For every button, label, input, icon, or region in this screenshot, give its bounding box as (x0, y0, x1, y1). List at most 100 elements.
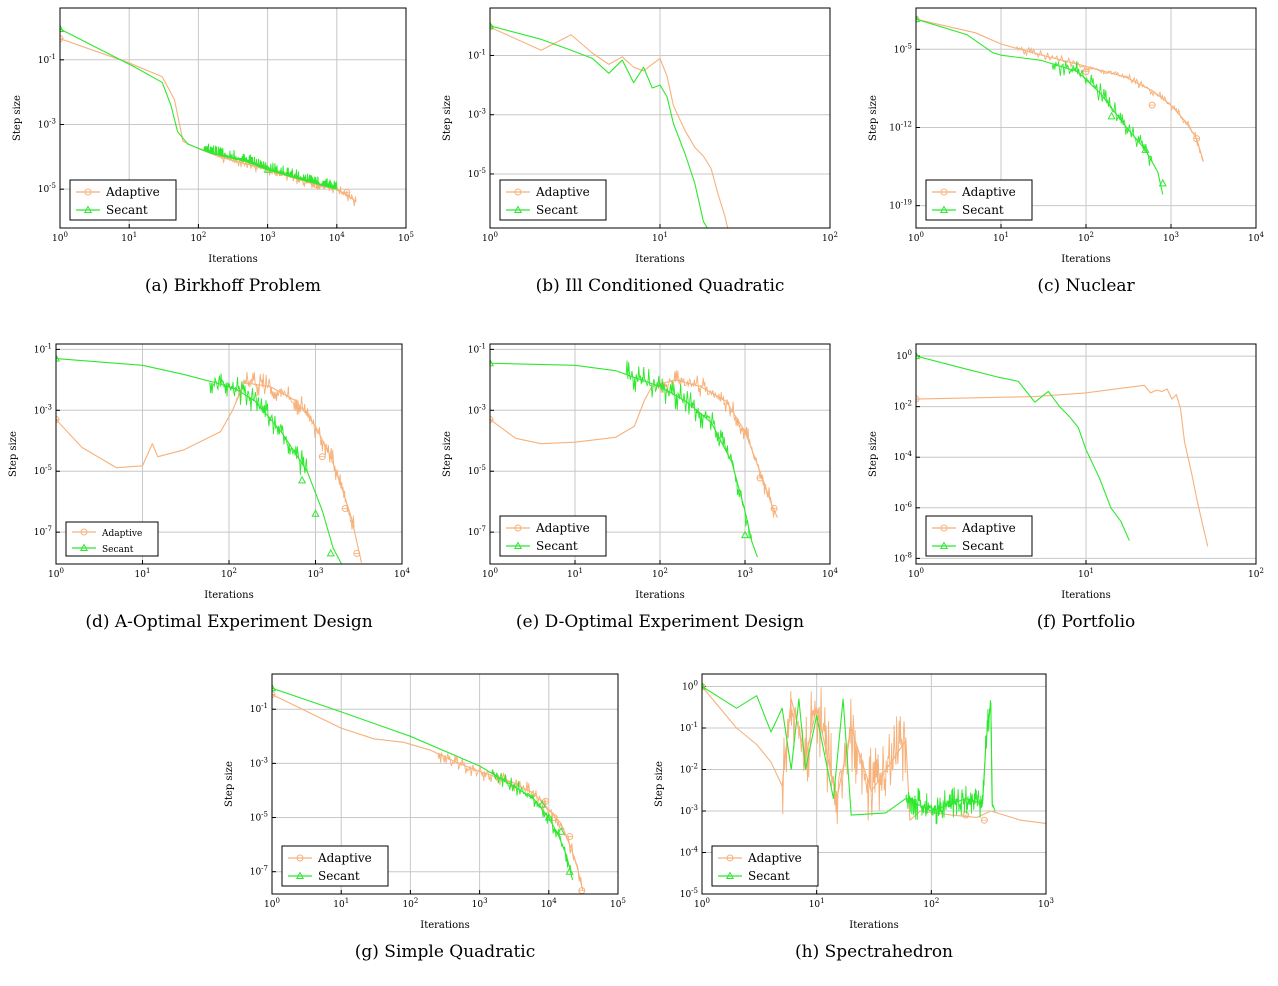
x-tick-label: 101 (1078, 567, 1094, 580)
x-tick-label: 102 (652, 567, 668, 580)
y-tick-label: 10-4 (680, 845, 699, 858)
marker-triangle (1158, 178, 1167, 187)
x-tick-label: 100 (52, 231, 68, 244)
x-tick-label: 104 (1248, 231, 1264, 244)
x-tick-label: 104 (541, 897, 557, 910)
subfigure-caption: (g) Simple Quadratic (354, 942, 536, 962)
y-tick-label: 10-3 (468, 108, 486, 121)
x-tick-label: 104 (394, 567, 410, 580)
legend-marker-triangle (939, 541, 949, 549)
legend-label: Secant (106, 203, 148, 217)
marker-triangle (1141, 145, 1150, 153)
x-tick-label: 103 (1163, 231, 1179, 244)
legend: Adaptive Secant (281, 845, 389, 887)
legend-box (69, 179, 177, 221)
marker-triangle (740, 530, 750, 539)
x-tick-label: 103 (737, 567, 753, 580)
x-axis-label: Iterations (635, 254, 684, 265)
x-tick-label: 102 (221, 567, 237, 580)
legend-label: Adaptive (101, 529, 142, 539)
series-line-adaptive (916, 18, 1204, 162)
legend-label: Adaptive (317, 851, 372, 865)
x-axis-label: Iterations (204, 590, 253, 601)
y-tick-label: 10-12 (889, 120, 912, 133)
series-line-secant (916, 18, 1164, 195)
x-axis-label: Iterations (1061, 254, 1110, 265)
x-tick-label: 102 (1248, 567, 1264, 580)
series-oscillation-secant (625, 360, 753, 540)
subfigure-caption: (c) Nuclear (1037, 276, 1135, 296)
marker-triangle (916, 351, 921, 360)
x-tick-label: 101 (135, 567, 151, 580)
series-line-secant (702, 686, 996, 816)
y-tick-label: 10-3 (34, 403, 52, 416)
y-tick-label: 10-5 (250, 811, 268, 824)
plot-area (916, 14, 1204, 195)
y-tick-label: 10-1 (468, 48, 486, 61)
y-tick-label: 10-6 (894, 501, 913, 514)
y-tick-label: 10-7 (468, 525, 486, 538)
y-tick-label: 10-5 (468, 167, 486, 180)
y-axis-label: Step size (868, 95, 879, 141)
x-axis-label: Iterations (1061, 590, 1110, 601)
series-line-adaptive (490, 379, 778, 518)
marker-triangle (272, 683, 277, 692)
marker-triangle (263, 165, 272, 173)
y-tick-label: 10-4 (894, 450, 913, 463)
plot-area (490, 21, 729, 228)
chart-panel: 100 101 102 103 104 10-1 10-3 10-5 10-7 Iteration… (0, 336, 424, 656)
legend-marker-triangle (83, 205, 93, 213)
chart-panel: 100 101 102 103 104 10-5 10-12 10-19 Iterations S… (854, 0, 1278, 320)
y-axis-label: Step size (224, 761, 235, 807)
chart-svg: 100 101 102 103 104 10-1 10-3 10-5 10-7 Iteration… (8, 342, 410, 601)
x-tick-label: 101 (652, 231, 668, 244)
plot-frame (271, 673, 619, 895)
marker-triangle (298, 475, 307, 484)
y-tick-label: 100 (896, 349, 912, 362)
series-oscillation-adaptive (437, 752, 583, 888)
x-tick-label: 100 (908, 231, 924, 244)
series-oscillation-secant (203, 143, 338, 190)
y-tick-label: 10-5 (38, 182, 56, 195)
y-tick-label: 10-5 (894, 42, 912, 55)
chart-panel: 100 101 102 100 10-2 10-4 10-6 10-8 Iterations St… (854, 336, 1278, 656)
series-line-secant (56, 357, 343, 564)
plot-area (702, 681, 1046, 825)
subfigure-caption: (a) Birkhoff Problem (144, 276, 322, 296)
legend-label: Secant (748, 869, 790, 883)
legend-label: Secant (318, 869, 360, 883)
x-axis-label: Iterations (635, 590, 684, 601)
y-tick-label: 10-2 (680, 762, 698, 775)
plot-frame (59, 7, 407, 229)
chart-svg: 100 101 102 103 104 105 10-1 10-3 10-5 10-7 Iterat… (224, 673, 626, 931)
legend-label: Adaptive (961, 185, 1016, 199)
legend-box (711, 845, 819, 887)
y-tick-label: 10-1 (34, 342, 52, 355)
legend-label: Adaptive (105, 185, 160, 199)
plot-area (272, 683, 586, 894)
chart-panel: 100 101 102 10-1 10-3 10-5 Iterations Step size… (428, 0, 852, 320)
legend-label: Adaptive (535, 521, 590, 535)
marker-triangle (1107, 111, 1116, 120)
marker-triangle (544, 812, 553, 821)
y-tick-label: 10-3 (680, 804, 698, 817)
x-tick-label: 103 (260, 231, 276, 244)
x-tick-label: 102 (190, 231, 206, 244)
legend-marker-triangle (725, 871, 735, 879)
legend-marker-triangle (295, 871, 305, 879)
x-tick-label: 101 (333, 897, 349, 910)
series-oscillation-secant (209, 373, 308, 475)
plot-area (60, 24, 357, 207)
marker-triangle (565, 867, 574, 875)
chart-svg: 100 101 102 103 104 10-5 10-12 10-19 Iterations S… (868, 7, 1264, 265)
legend-label: Secant (102, 545, 134, 555)
x-tick-label: 103 (1038, 897, 1054, 910)
plot-frame (55, 343, 403, 565)
x-tick-label: 105 (610, 897, 626, 910)
y-axis-label: Step size (654, 761, 665, 807)
chart-panel: 100 101 102 103 104 105 10-1 10-3 10-5 Iterations… (0, 0, 424, 320)
series-line-secant (916, 355, 1130, 541)
x-tick-label: 100 (482, 231, 498, 244)
x-tick-label: 104 (329, 231, 345, 244)
plot-frame (701, 673, 1047, 895)
